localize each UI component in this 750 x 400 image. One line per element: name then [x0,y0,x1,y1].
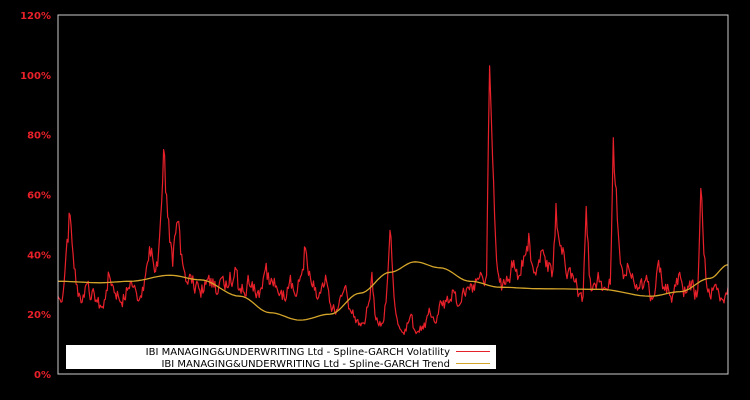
y-tick-label: 60% [27,191,51,202]
y-tick-label: 120% [20,11,51,22]
y-tick-label: 40% [27,250,51,261]
legend: IBI MANAGING&UNDERWRITING Ltd - Spline-G… [66,345,496,370]
volatility-series-line [58,65,728,335]
y-tick-label: 80% [27,131,51,142]
plot-area [58,65,728,335]
y-axis-tick-labels: 0% 20% 40% 60% 80% 100% 120% [20,11,51,381]
legend-label-volatility: IBI MANAGING&UNDERWRITING Ltd - Spline-G… [146,347,450,358]
legend-box [66,345,496,369]
trend-series-line [58,261,728,321]
y-tick-label: 0% [34,370,51,381]
plot-frame [57,14,729,375]
legend-label-trend: IBI MANAGING&UNDERWRITING Ltd - Spline-G… [161,359,450,370]
y-tick-label: 100% [20,71,51,82]
y-tick-label: 20% [27,310,51,321]
